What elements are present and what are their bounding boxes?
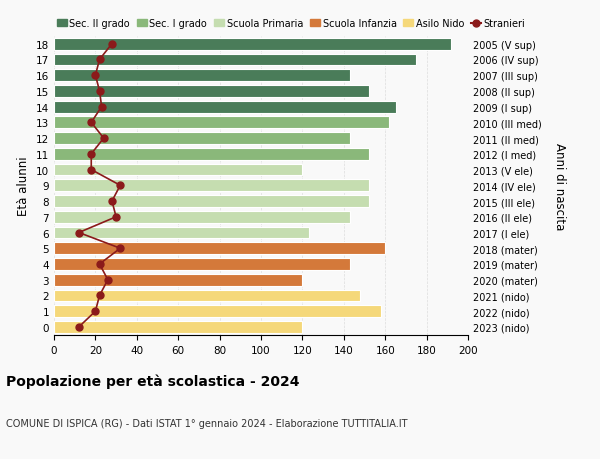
Bar [54,70,350,82]
Text: COMUNE DI ISPICA (RG) - Dati ISTAT 1° gennaio 2024 - Elaborazione TUTTITALIA.IT: COMUNE DI ISPICA (RG) - Dati ISTAT 1° ge… [6,418,407,428]
Bar [54,54,416,66]
Point [99,135,109,142]
Point [95,261,104,268]
Bar [54,306,381,318]
Point [74,324,83,331]
Point [97,104,106,111]
Point [103,276,113,284]
Point [107,41,117,48]
Point [74,230,83,237]
Point [95,292,104,299]
Bar [54,117,389,129]
Point [115,245,125,252]
Bar [54,164,302,176]
Point [115,182,125,190]
Bar [54,133,350,145]
Point [107,198,117,205]
Bar [54,274,302,286]
Point [86,151,96,158]
Point [91,73,100,80]
Point [95,56,104,64]
Y-axis label: Anni di nascita: Anni di nascita [553,142,566,230]
Bar [54,149,368,160]
Point [91,308,100,315]
Bar [54,290,361,302]
Point [112,213,121,221]
Bar [54,39,451,50]
Bar [54,227,308,239]
Y-axis label: Età alunni: Età alunni [17,156,31,216]
Point [86,119,96,127]
Bar [54,243,385,255]
Bar [54,101,395,113]
Bar [54,258,350,270]
Legend: Sec. II grado, Sec. I grado, Scuola Primaria, Scuola Infanzia, Asilo Nido, Stran: Sec. II grado, Sec. I grado, Scuola Prim… [57,19,526,29]
Bar [54,86,368,98]
Point [95,88,104,95]
Bar [54,321,302,333]
Bar [54,180,368,192]
Point [86,167,96,174]
Text: Popolazione per età scolastica - 2024: Popolazione per età scolastica - 2024 [6,374,299,389]
Bar [54,196,368,207]
Bar [54,212,350,223]
